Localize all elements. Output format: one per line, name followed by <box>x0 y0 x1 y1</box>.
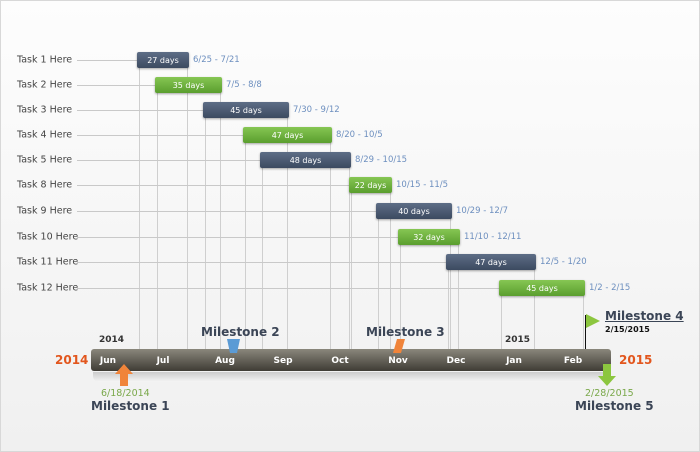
task-label: Task 12 Here <box>17 282 79 294</box>
date-guide-line <box>450 211 451 349</box>
date-guide-line <box>351 185 352 349</box>
task-guide-line <box>77 237 398 238</box>
task-date-range: 11/10 - 12/11 <box>464 232 522 242</box>
task-guide-line <box>77 288 499 289</box>
task-date-range: 12/5 - 1/20 <box>540 257 587 267</box>
month-label: Jun <box>99 356 117 366</box>
date-guide-line <box>330 135 331 349</box>
month-label: Nov <box>388 356 408 366</box>
task-bar[interactable]: 47 days <box>446 254 536 270</box>
milestone-4-pole <box>585 315 586 349</box>
milestone-2-marker-icon <box>227 339 240 353</box>
month-label: Jul <box>156 356 170 366</box>
task-date-range: 7/30 - 9/12 <box>293 105 340 115</box>
task-guide-line <box>77 185 349 186</box>
task-date-range: 8/29 - 10/15 <box>355 155 408 165</box>
milestone-3-marker-icon <box>393 339 405 353</box>
task-date-range: 6/25 - 7/21 <box>193 55 240 65</box>
task-date-range: 7/5 - 8/8 <box>226 80 262 90</box>
task-bar[interactable]: 35 days <box>155 77 222 93</box>
date-guide-line <box>583 288 584 349</box>
date-guide-line <box>220 85 221 349</box>
task-bar[interactable]: 45 days <box>499 280 585 296</box>
task-bar[interactable]: 27 days <box>137 52 189 68</box>
year-mark-2015: 2015 <box>505 335 531 345</box>
task-bar[interactable]: 40 days <box>376 203 452 219</box>
task-guide-line <box>77 211 376 212</box>
timeline-bar <box>91 349 611 371</box>
month-label: Jan <box>506 356 522 366</box>
task-label: Task 10 Here <box>17 231 79 243</box>
task-label: Task 3 Here <box>17 104 73 116</box>
date-guide-line <box>205 110 206 349</box>
task-label: Task 8 Here <box>17 179 73 191</box>
task-guide-line <box>77 135 243 136</box>
task-date-range: 10/15 - 11/5 <box>396 180 449 190</box>
milestone-2-label: Milestone 2 <box>201 325 280 339</box>
task-label: Task 2 Here <box>17 79 73 91</box>
month-label: Sep <box>273 356 293 366</box>
date-guide-line <box>287 110 288 349</box>
date-guide-line <box>245 135 246 349</box>
start-year: 2014 <box>55 353 89 367</box>
date-guide-line <box>139 60 140 349</box>
task-bar[interactable]: 22 days <box>349 177 392 193</box>
task-guide-line <box>77 160 260 161</box>
date-guide-line <box>157 85 158 349</box>
milestone-1-arrow-icon <box>115 364 133 386</box>
task-bar[interactable]: 45 days <box>203 102 289 118</box>
milestone-4-date: 2/15/2015 <box>605 325 650 334</box>
task-guide-line <box>77 262 446 263</box>
date-guide-line <box>378 211 379 349</box>
month-label: Dec <box>446 356 466 366</box>
task-guide-line <box>77 60 137 61</box>
task-guide-line <box>77 110 203 111</box>
date-guide-line <box>400 237 401 349</box>
milestone-5-date: 2/28/2015 <box>585 388 634 399</box>
month-label: Aug <box>215 356 235 366</box>
task-label: Task 9 Here <box>17 205 73 217</box>
task-date-range: 8/20 - 10/5 <box>336 130 383 140</box>
task-guide-line <box>77 85 155 86</box>
milestone-4-label: Milestone 4 <box>605 309 684 323</box>
task-label: Task 1 Here <box>17 54 73 66</box>
date-guide-line <box>534 262 535 349</box>
month-label: Feb <box>563 356 583 366</box>
task-label: Task 4 Here <box>17 129 73 141</box>
timeline-shadow <box>93 372 609 382</box>
task-bar[interactable]: 32 days <box>398 229 460 245</box>
milestone-1-date: 6/18/2014 <box>101 388 150 399</box>
date-guide-line <box>458 237 459 349</box>
milestone-4-flag-icon <box>586 314 600 328</box>
date-guide-line <box>349 160 350 349</box>
end-year: 2015 <box>619 353 653 367</box>
date-guide-line <box>448 262 449 349</box>
date-guide-line <box>390 185 391 349</box>
task-date-range: 10/29 - 12/7 <box>456 206 509 216</box>
task-label: Task 5 Here <box>17 154 73 166</box>
year-mark-2014: 2014 <box>99 335 125 345</box>
month-label: Oct <box>331 356 349 366</box>
task-bar[interactable]: 48 days <box>260 152 351 168</box>
date-guide-line <box>262 160 263 349</box>
date-guide-line <box>501 288 502 349</box>
milestone-3-label: Milestone 3 <box>366 325 445 339</box>
task-date-range: 1/2 - 2/15 <box>589 283 631 293</box>
task-bar[interactable]: 47 days <box>243 127 332 143</box>
date-guide-line <box>187 60 188 349</box>
task-label: Task 11 Here <box>17 256 79 268</box>
milestone-1-label: Milestone 1 <box>91 399 170 413</box>
milestone-5-arrow-icon <box>598 364 616 386</box>
milestone-5-label: Milestone 5 <box>575 399 654 413</box>
